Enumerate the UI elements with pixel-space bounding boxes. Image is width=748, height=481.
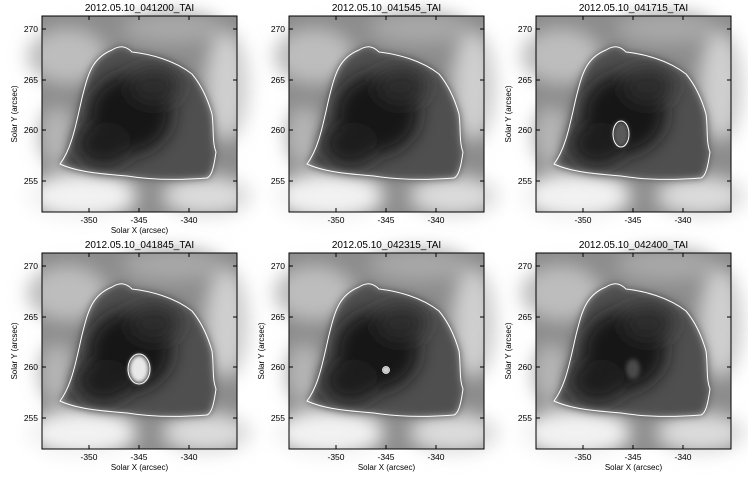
y-tick-label: 255 <box>24 413 38 423</box>
y-tick-label: 260 <box>271 125 285 135</box>
y-axis-label: Solar Y (arcsec) <box>10 85 19 142</box>
y-tick-label: 260 <box>518 362 532 372</box>
panel-5: 2012.05.10_042315_TAI -350 -345 -340 270 265 2… <box>257 240 499 472</box>
y-tick-label: 270 <box>518 24 532 34</box>
bright-feature <box>626 359 640 379</box>
y-tick-label: 255 <box>24 176 38 186</box>
y-tick-label: 255 <box>518 413 532 423</box>
y-tick-label: 265 <box>518 312 532 322</box>
y-tick-label: 270 <box>24 261 38 271</box>
sunspot-image <box>521 12 746 220</box>
x-tick-label: -350 <box>327 215 344 225</box>
panel-4: 2012.05.10_041845_TAI -350 -345 -340 270 265 2… <box>10 240 252 472</box>
x-tick-label: -350 <box>574 215 591 225</box>
y-tick-label: 255 <box>271 176 285 186</box>
x-axis-label: Solar X (arcsec) <box>111 226 169 235</box>
y-tick-label: 270 <box>271 261 285 271</box>
y-tick-label: 255 <box>271 413 285 423</box>
y-tick-label: 270 <box>518 261 532 271</box>
panel-title: 2012.05.10_041845_TAI <box>85 240 194 251</box>
y-axis-label: Solar Y (arcsec) <box>10 322 19 379</box>
y-axis-label: Solar Y (arcsec) <box>504 85 513 142</box>
x-tick-label: -345 <box>130 452 147 462</box>
x-tick-label: -340 <box>427 452 444 462</box>
y-tick-label: 265 <box>24 75 38 85</box>
sunspot-image <box>521 249 746 457</box>
x-tick-label: -340 <box>674 215 691 225</box>
y-tick-label: 265 <box>24 312 38 322</box>
panel-title: 2012.05.10_041715_TAI <box>579 3 688 14</box>
y-tick-label: 260 <box>24 125 38 135</box>
bright-feature <box>382 366 390 374</box>
x-tick-label: -350 <box>327 452 344 462</box>
y-tick-label: 270 <box>24 24 38 34</box>
panel-3: 2012.05.10_041715_TAI -350 -345 -340 270 265 2… <box>504 3 746 225</box>
x-tick-label: -350 <box>574 452 591 462</box>
sunspot-image <box>274 249 499 457</box>
y-tick-label: 255 <box>518 176 532 186</box>
y-tick-label: 265 <box>271 75 285 85</box>
x-axis-label: Solar X (arcsec) <box>605 463 663 472</box>
x-tick-label: -340 <box>427 215 444 225</box>
x-tick-label: -345 <box>377 215 394 225</box>
panel-title: 2012.05.10_041200_TAI <box>85 3 194 14</box>
x-axis-label: Solar X (arcsec) <box>111 463 169 472</box>
y-tick-label: 260 <box>24 362 38 372</box>
x-tick-label: -345 <box>624 215 641 225</box>
sunspot-image <box>27 12 252 220</box>
y-tick-label: 265 <box>271 312 285 322</box>
panel-title: 2012.05.10_041545_TAI <box>332 3 441 14</box>
panel-1: 2012.05.10_041200_TAI -350 -345 -340 270 265 2… <box>10 3 252 235</box>
y-tick-label: 265 <box>518 75 532 85</box>
y-axis-label: Solar Y (arcsec) <box>504 322 513 379</box>
sunspot-image <box>274 12 499 220</box>
y-tick-label: 260 <box>271 362 285 372</box>
x-tick-label: -345 <box>377 452 394 462</box>
x-tick-label: -350 <box>80 452 97 462</box>
x-tick-label: -340 <box>674 452 691 462</box>
sunspot-image <box>27 249 252 457</box>
x-axis-label: Solar X (arcsec) <box>358 463 416 472</box>
x-tick-label: -345 <box>130 215 147 225</box>
x-tick-label: -340 <box>180 215 197 225</box>
y-tick-label: 260 <box>518 125 532 135</box>
panel-title: 2012.05.10_042400_TAI <box>579 240 688 251</box>
x-tick-label: -340 <box>180 452 197 462</box>
y-tick-label: 270 <box>271 24 285 34</box>
x-tick-label: -350 <box>80 215 97 225</box>
panel-6: 2012.05.10_042400_TAI -350 -345 -340 270 265 2… <box>504 240 746 472</box>
bright-feature <box>128 354 150 384</box>
y-axis-label: Solar Y (arcsec) <box>257 322 266 379</box>
panel-title: 2012.05.10_042315_TAI <box>332 240 441 251</box>
x-tick-label: -345 <box>624 452 641 462</box>
bright-feature <box>613 121 629 147</box>
panel-2: 2012.05.10_041545_TAI -350 -345 -340 270 265 2… <box>271 3 499 225</box>
